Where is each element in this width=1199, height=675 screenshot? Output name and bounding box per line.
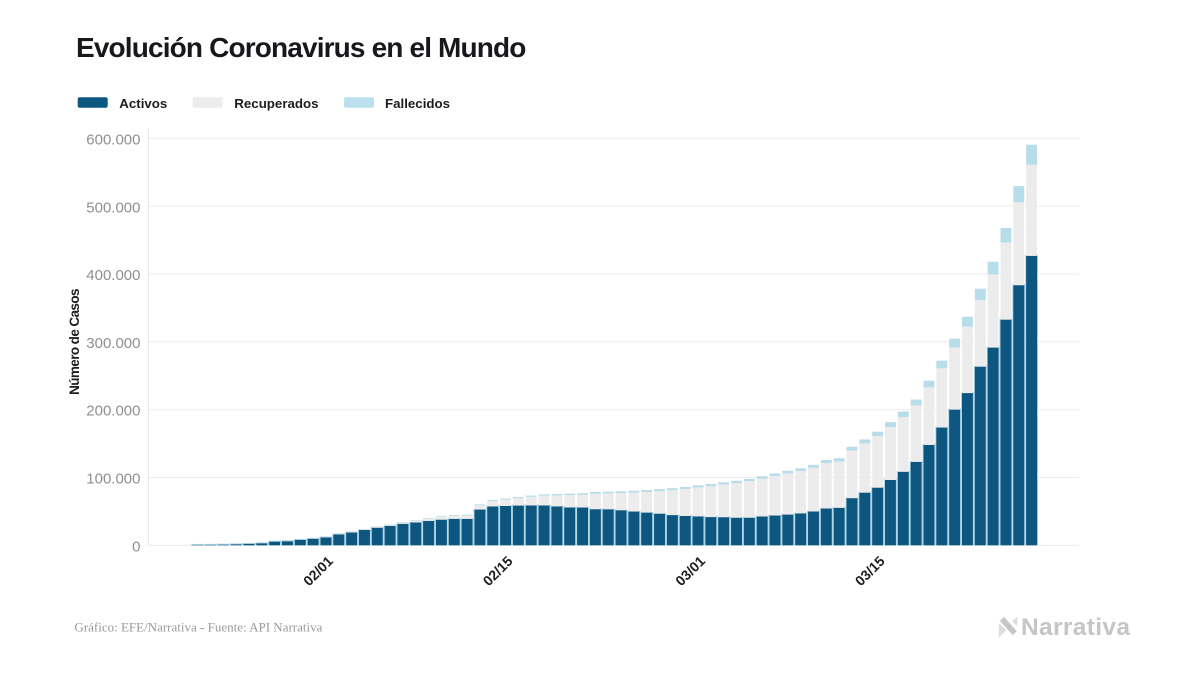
svg-text:600.000: 600.000 [86,131,140,148]
svg-text:300.000: 300.000 [86,335,140,352]
svg-text:Gráfico: EFE/Narrativa - Fuent: Gráfico: EFE/Narrativa - Fuente: API Nar… [74,620,322,635]
svg-text:400.000: 400.000 [86,267,140,284]
svg-text:Recuperados: Recuperados [234,96,318,111]
svg-text:0: 0 [132,538,140,555]
svg-text:Narrativa: Narrativa [1021,614,1130,641]
svg-text:500.000: 500.000 [86,199,140,216]
svg-text:Número de Casos: Número de Casos [67,289,82,395]
svg-text:200.000: 200.000 [86,403,140,420]
svg-text:Activos: Activos [119,96,167,111]
svg-text:Evolución Coronavirus en el Mu: Evolución Coronavirus en el Mundo [76,32,526,63]
svg-text:Fallecidos: Fallecidos [385,96,450,111]
svg-text:100.000: 100.000 [86,471,140,488]
